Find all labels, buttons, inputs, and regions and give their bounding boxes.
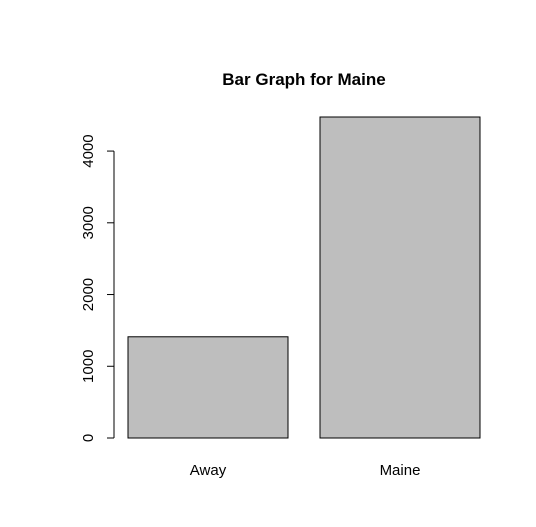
y-axis: 0 1000 2000 3000 4000 [80, 134, 115, 442]
x-axis-labels: Away Maine [190, 462, 421, 479]
x-category-label: Maine [380, 462, 421, 479]
y-tick-label: 0 [80, 434, 97, 442]
chart-title: Bar Graph for Maine [222, 70, 385, 89]
y-tick-label: 1000 [80, 350, 97, 383]
bar-maine [319, 116, 481, 439]
y-tick-label: 3000 [80, 206, 97, 239]
x-category-label: Away [190, 462, 227, 479]
bars-layer [127, 116, 481, 439]
y-tick-label: 4000 [80, 134, 97, 167]
y-tick-label: 2000 [80, 278, 97, 311]
bar-away [127, 336, 289, 439]
